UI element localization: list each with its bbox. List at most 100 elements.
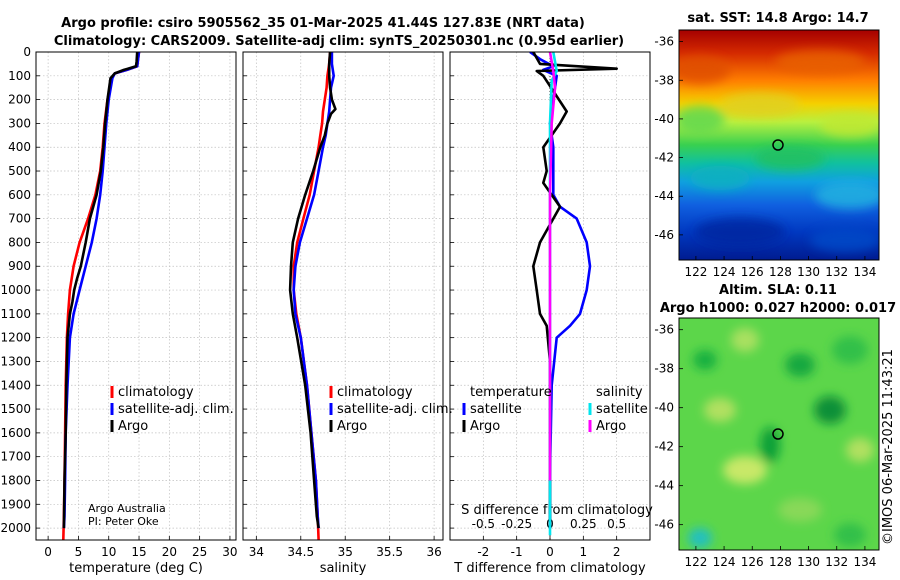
map-y-tick-label: -36 <box>654 323 674 337</box>
map-y-tick-label: -40 <box>654 112 674 126</box>
map-x-tick-label: 134 <box>853 265 876 279</box>
map-x-tick-label: 122 <box>684 265 707 279</box>
x-axis-label: T difference from climatology <box>453 561 646 576</box>
map-x-tick-label: 126 <box>741 265 764 279</box>
sst-title: sat. SST: 14.8 Argo: 14.7 <box>687 11 868 26</box>
x-tick-label: 34 <box>249 545 264 559</box>
salinity-legend: climatology satellite-adj. clim. Argo <box>329 385 453 434</box>
map-x-tick-label: 130 <box>797 555 820 569</box>
y-tick-label: 300 <box>8 116 31 130</box>
argo-location-marker <box>772 428 784 440</box>
sla-map <box>679 318 879 550</box>
y-tick-label: 1200 <box>0 331 31 345</box>
y-tick-label: 800 <box>8 235 31 249</box>
map-x-tick-label: 134 <box>853 555 876 569</box>
y-tick-label: 1600 <box>0 426 31 440</box>
legend-label-argo: Argo <box>118 419 148 434</box>
timestamp: ©IMOS 06-Mar-2025 11:43:21 <box>881 349 896 545</box>
x2-tick-label: -0.5 <box>472 517 495 531</box>
y-tick-label: 1700 <box>0 450 31 464</box>
y-tick-label: 100 <box>8 69 31 83</box>
series-line-argo <box>288 52 337 529</box>
legend-header-salinity: salinity <box>596 385 643 400</box>
x-tick-label: 0 <box>44 545 52 559</box>
legend-label-t-satellite: satellite <box>470 402 522 417</box>
map-x-tick-label: 132 <box>825 265 848 279</box>
map-y-tick-label: -42 <box>654 151 674 165</box>
argo-location-marker <box>772 139 784 151</box>
x-tick-label: -2 <box>477 545 489 559</box>
map-y-tick-label: -40 <box>654 401 674 415</box>
legend-label-satellite: satellite-adj. clim. <box>337 402 453 417</box>
series-group <box>288 52 337 540</box>
map-x-tick-label: 124 <box>713 555 736 569</box>
y-tick-label: 500 <box>8 164 31 178</box>
plot-frame <box>449 51 651 541</box>
x-tick-label: 30 <box>222 545 237 559</box>
plot-frame <box>242 51 444 541</box>
legend-label-climatology: climatology <box>337 385 413 400</box>
map-x-tick-label: 126 <box>741 555 764 569</box>
x-tick-label: 35 <box>338 545 353 559</box>
map-y-tick-label: -44 <box>654 479 674 493</box>
map-y-tick-label: -46 <box>654 228 674 242</box>
map-y-tick-label: -46 <box>654 518 674 532</box>
y-tick-label: 900 <box>8 259 31 273</box>
legend-label-s-argo: Argo <box>596 419 626 434</box>
x2-tick-label: -0.25 <box>501 517 532 531</box>
series-line-argo <box>62 52 139 529</box>
map-y-tick-label: -36 <box>654 35 674 49</box>
series-line-s-argo <box>548 52 557 481</box>
x2-tick-label: 0.5 <box>607 517 626 531</box>
series-group <box>62 52 141 540</box>
x-tick-label: 2 <box>613 545 621 559</box>
map-y-tick-label: -38 <box>654 362 674 376</box>
y-tick-label: 200 <box>8 93 31 107</box>
salinity-panel: 34 34.5 35 35.5 36 salinity <box>242 51 444 576</box>
x-tick-label: 35.5 <box>376 545 403 559</box>
x-tick-label: 36 <box>426 545 441 559</box>
temperature-panel: 0100200300400500600700800900100011001200… <box>0 45 237 576</box>
sla-title-line2: Argo h1000: 0.027 h2000: 0.017 <box>660 301 896 316</box>
legend-header-temperature: temperature <box>470 385 552 400</box>
x-axis-label: temperature (deg C) <box>69 561 203 576</box>
y-tick-label: 1400 <box>0 378 31 392</box>
x2-tick-label: 0.25 <box>570 517 597 531</box>
x-tick-label: 1 <box>580 545 588 559</box>
temperature-legend: climatology satellite-adj. clim. Argo <box>110 385 234 434</box>
x-tick-label: 20 <box>162 545 177 559</box>
y-tick-label: 2000 <box>0 521 31 535</box>
legend-label-s-satellite: satellite <box>596 402 648 417</box>
series-group <box>529 52 619 536</box>
sst-map <box>679 30 879 260</box>
map-x-tick-label: 130 <box>797 265 820 279</box>
sla-title-line1: Altim. SLA: 0.11 <box>719 283 837 298</box>
y-tick-label: 1100 <box>0 307 31 321</box>
x2-axis-label: S difference from climatology <box>461 503 653 518</box>
map-x-tick-label: 128 <box>769 265 792 279</box>
x-tick-label: 0 <box>546 545 554 559</box>
difference-panel: -2 -1 0 1 2-0.5 -0.25 0 0.25 0.5S difference fro… <box>449 51 653 576</box>
map-y-tick-label: -44 <box>654 189 674 203</box>
x-tick-label: 5 <box>75 545 83 559</box>
title-line1: Argo profile: csiro 5905562_35 01-Mar-20… <box>61 16 585 31</box>
map-y-tick-label: -38 <box>654 73 674 87</box>
legend-label-climatology: climatology <box>118 385 194 400</box>
y-tick-label: 0 <box>23 45 31 59</box>
map-y-tick-label: -42 <box>654 440 674 454</box>
y-tick-label: 600 <box>8 188 31 202</box>
series-line-t-argo <box>531 52 619 529</box>
plot-area <box>243 52 443 540</box>
x-tick-label: 15 <box>131 545 146 559</box>
map-x-tick-label: 124 <box>713 265 736 279</box>
y-tick-label: 1300 <box>0 354 31 368</box>
x-tick-label: -1 <box>511 545 523 559</box>
legend-label-argo: Argo <box>337 419 367 434</box>
map-x-tick-label: 128 <box>769 555 792 569</box>
x-tick-label: 10 <box>101 545 116 559</box>
legend-label-t-argo: Argo <box>470 419 500 434</box>
y-tick-label: 1000 <box>0 283 31 297</box>
plot-frame <box>35 51 237 541</box>
y-tick-label: 1800 <box>0 473 31 487</box>
